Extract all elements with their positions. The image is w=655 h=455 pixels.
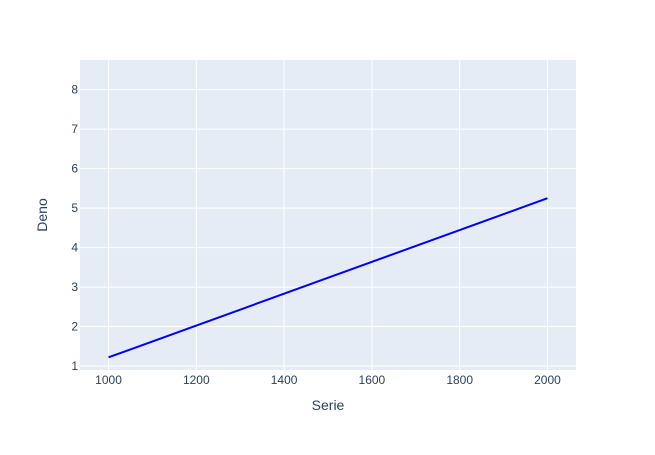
- y-tick-label: 4: [71, 241, 78, 255]
- x-tick-label: 2000: [534, 373, 561, 387]
- x-axis-title: Serie: [312, 397, 345, 413]
- x-tick-label: 1600: [359, 373, 386, 387]
- y-axis-ticks: 1 2 3 4 5 6 7 8: [71, 83, 78, 373]
- x-tick-label: 1800: [446, 373, 473, 387]
- y-tick-label: 8: [71, 83, 78, 97]
- x-tick-label: 1400: [271, 373, 298, 387]
- y-tick-label: 6: [71, 162, 78, 176]
- y-tick-label: 5: [71, 201, 78, 215]
- y-tick-label: 3: [71, 280, 78, 294]
- y-tick-label: 2: [71, 320, 78, 334]
- x-tick-label: 1200: [183, 373, 210, 387]
- x-tick-label: 1000: [95, 373, 122, 387]
- x-axis-ticks: 1000 1200 1400 1600 1800 2000: [95, 373, 561, 387]
- y-tick-label: 1: [71, 359, 78, 373]
- y-axis-title: Deno: [34, 198, 50, 232]
- y-tick-label: 7: [71, 122, 78, 136]
